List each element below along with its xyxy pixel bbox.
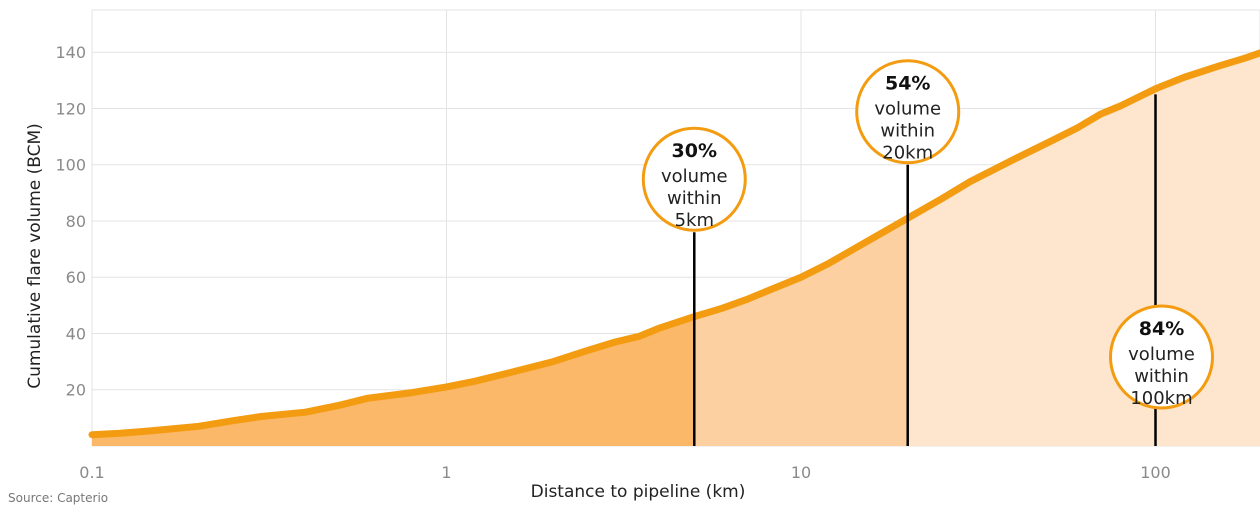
y-tick-labels: 20 40 60 80 100 120 140 [55, 43, 86, 400]
y-tick-label: 80 [66, 212, 86, 231]
y-tick-label: 20 [66, 381, 86, 400]
y-tick-label: 60 [66, 268, 86, 287]
y-axis-title: Cumulative flare volume (BCM) [25, 123, 45, 389]
y-tick-label: 120 [55, 99, 86, 118]
annotation-text: within [667, 188, 722, 209]
shaded-region-1 [92, 316, 695, 446]
annotations: 30%volumewithin5km54%volumewithin20km84%… [641, 59, 1214, 410]
annotation-percent: 84% [1139, 318, 1184, 340]
shaded-region-2 [694, 218, 908, 446]
source-note: Source: Capterio [8, 491, 108, 505]
annotation-circle [855, 59, 961, 165]
series-line [88, 49, 1260, 439]
x-tick-label: 1 [441, 463, 451, 482]
annotation-text: volume [661, 166, 728, 187]
annotation-text: within [880, 121, 935, 142]
annotation-text: volume [1128, 344, 1195, 365]
x-tick-labels: 0.1 1 10 100 [79, 463, 1171, 482]
annotation-text: 100km [1130, 388, 1192, 409]
annotation-percent: 54% [885, 73, 930, 95]
x-axis-title: Distance to pipeline (km) [531, 482, 746, 502]
annotation-percent: 30% [672, 140, 717, 162]
cumulative-curve [88, 49, 1260, 439]
x-tick-label: 100 [1140, 463, 1171, 482]
annotation-text: 5km [675, 210, 714, 231]
x-tick-label: 0.1 [79, 463, 104, 482]
annotation-circle [1109, 304, 1214, 410]
x-tick-label: 10 [791, 463, 811, 482]
y-tick-label: 140 [55, 43, 86, 62]
y-tick-label: 100 [55, 156, 86, 175]
annotation-text: within [1134, 366, 1189, 387]
y-tick-label: 40 [66, 324, 86, 343]
annotation-text: 20km [882, 143, 933, 164]
annotation-text: volume [874, 99, 941, 120]
annotation-circle [641, 126, 747, 232]
